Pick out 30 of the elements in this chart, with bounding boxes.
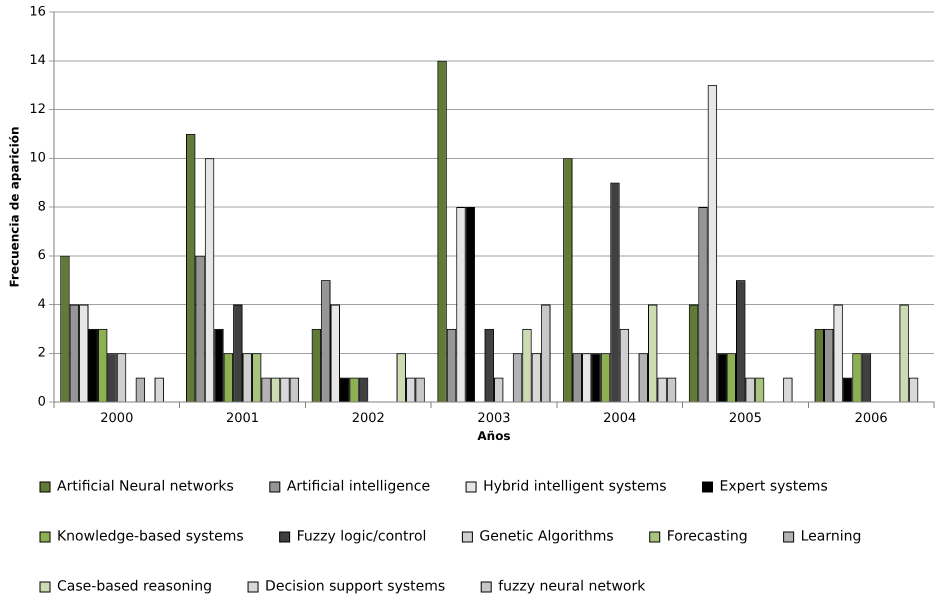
legend-label: Hybrid intelligent systems <box>483 478 667 495</box>
x-tick-label: 2004 <box>603 411 636 426</box>
y-tick-label: 10 <box>29 150 46 166</box>
y-tick-label: 6 <box>38 248 46 264</box>
x-tick-label: 2001 <box>226 411 260 426</box>
legend-label: Knowledge-based systems <box>57 528 244 545</box>
legend-label: Genetic Algorithms <box>479 528 614 545</box>
y-tick-label: 12 <box>29 102 46 117</box>
legend-label: Fuzzy logic/control <box>296 528 426 545</box>
x-tick-label: 2006 <box>854 411 888 426</box>
x-tick-label: 2000 <box>100 411 134 426</box>
legend-label: Forecasting <box>666 528 748 545</box>
y-tick-label: 16 <box>29 4 46 20</box>
legend-label: Artificial intelligence <box>286 478 430 495</box>
y-axis-title: Frecuencia de aparición <box>7 126 22 288</box>
y-tick-label: 8 <box>38 199 46 214</box>
legend-label: Decision support systems <box>265 578 446 595</box>
x-tick-label: 2002 <box>352 411 385 426</box>
y-tick-label: 0 <box>38 394 46 410</box>
legend-label: fuzzy neural network <box>498 578 646 595</box>
legend-label: Case-based reasoning <box>57 578 212 595</box>
x-axis-title: Años <box>477 428 511 443</box>
y-tick-label: 4 <box>38 296 46 312</box>
y-tick-label: 2 <box>38 346 46 361</box>
legend-label: Learning <box>800 528 862 545</box>
legend-label: Artificial Neural networks <box>57 478 234 495</box>
x-tick-label: 2005 <box>728 411 762 426</box>
legend-label: Expert systems <box>720 478 828 495</box>
y-tick-label: 14 <box>29 53 46 68</box>
x-tick-label: 2003 <box>477 411 511 426</box>
